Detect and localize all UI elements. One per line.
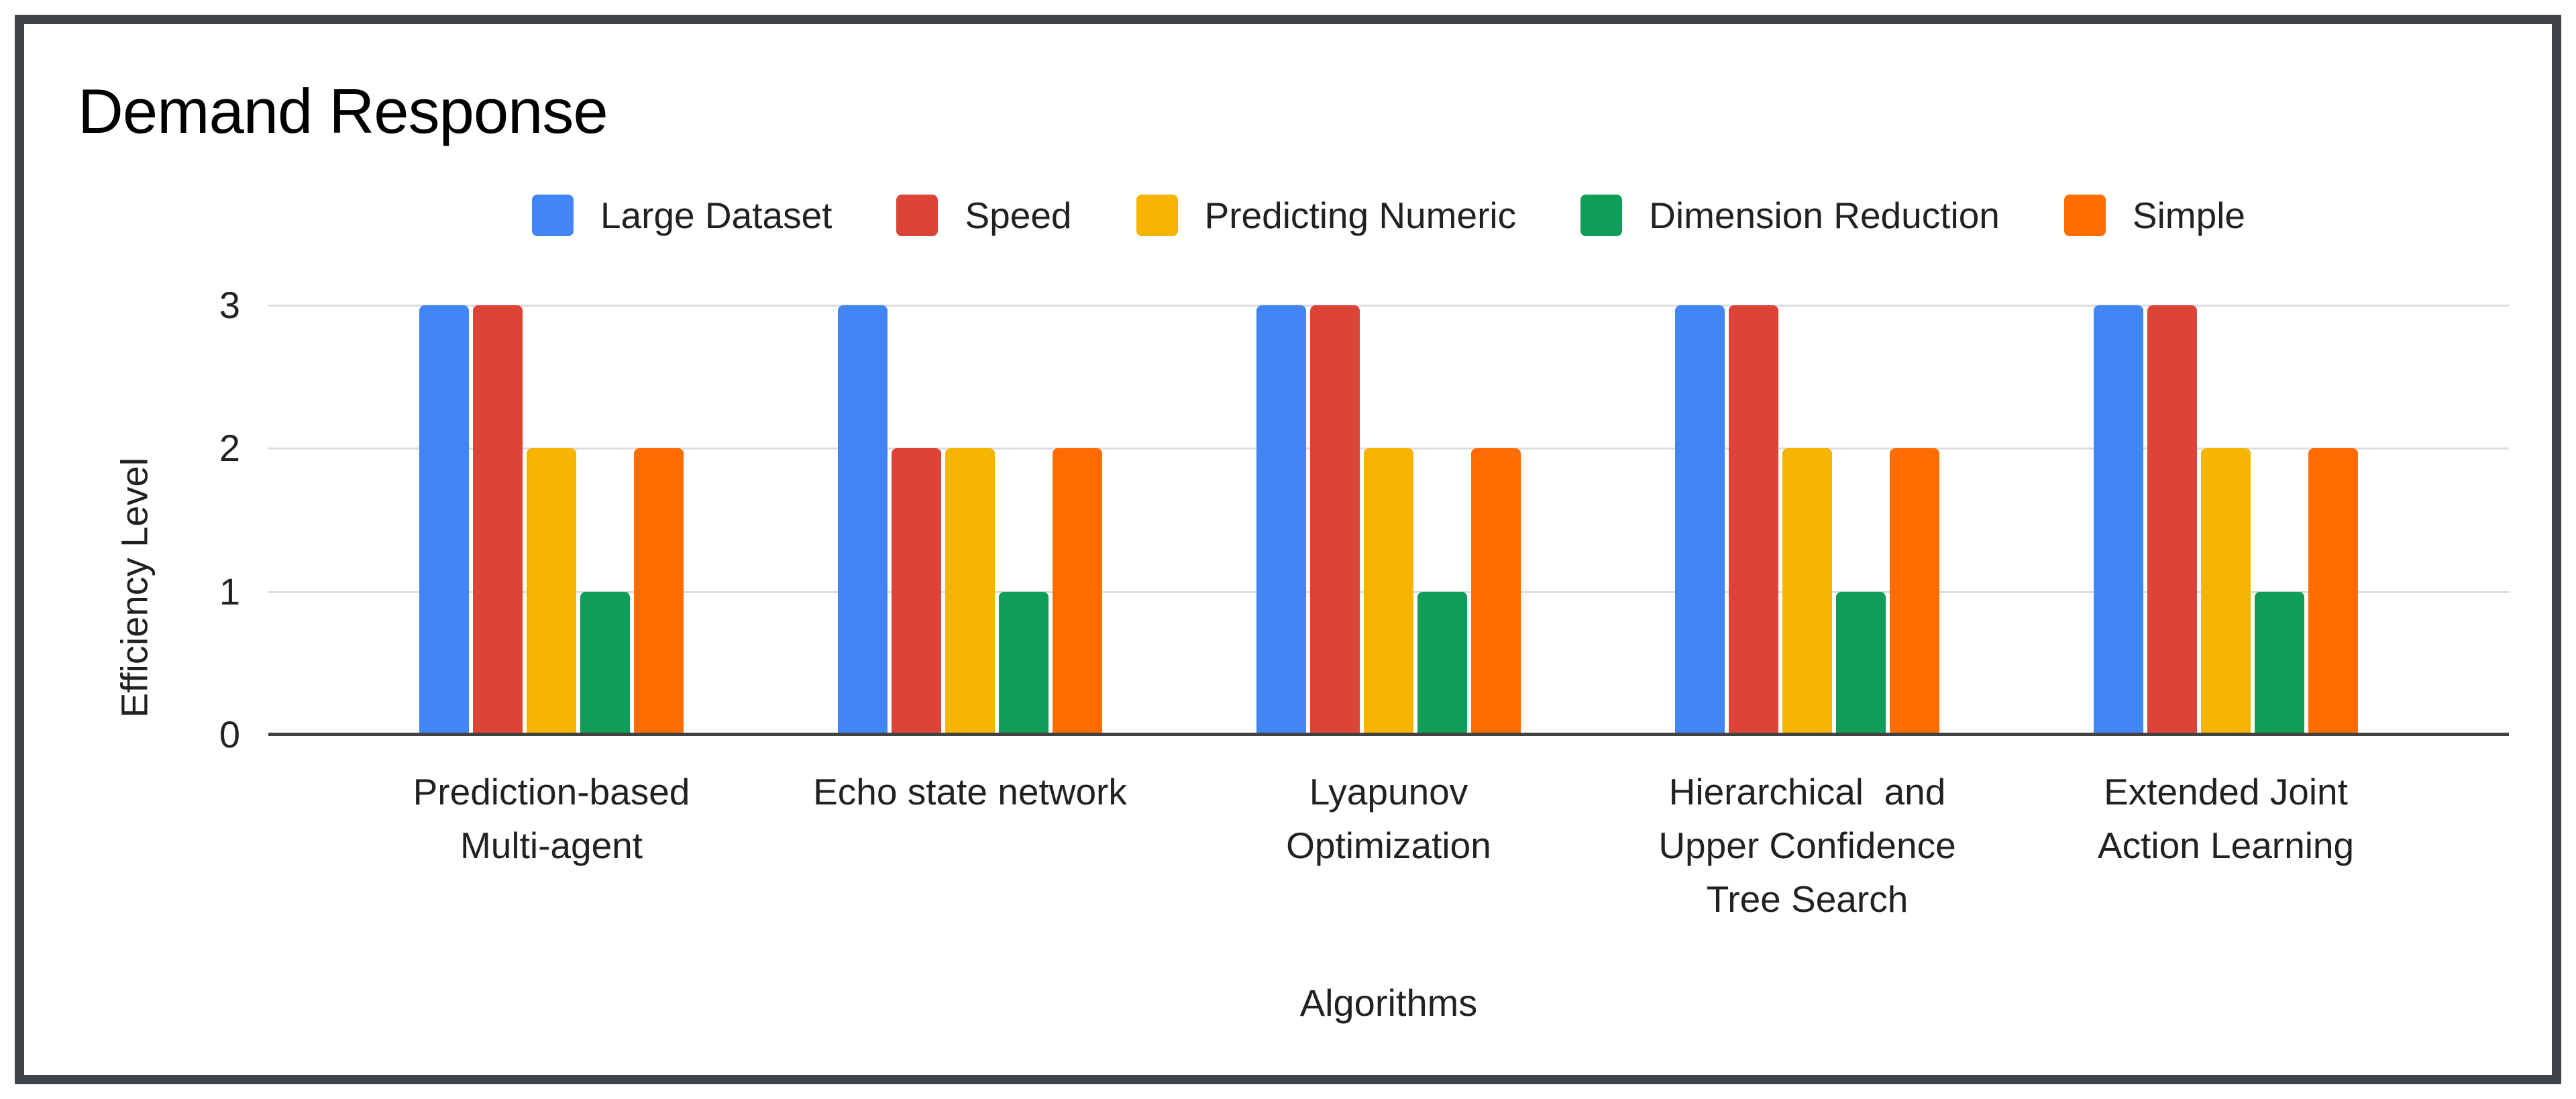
bar-large-dataset[interactable]	[419, 305, 469, 735]
legend-label: Predicting Numeric	[1204, 195, 1517, 236]
legend-color-swatch	[2063, 195, 2106, 236]
bar-predicting-numeric[interactable]	[945, 448, 995, 735]
x-axis-category-labels: Prediction-based Multi-agent Echo state ne…	[342, 765, 2435, 926]
bar-predicting-numeric[interactable]	[2201, 448, 2251, 735]
legend: Large Dataset Speed Predicting Numeric Dime…	[268, 192, 2509, 239]
legend-item-dimension-reduction[interactable]: Dimension Reduction	[1580, 194, 2000, 237]
bar-simple[interactable]	[634, 448, 684, 735]
legend-label: Dimension Reduction	[1649, 195, 2000, 236]
bar-simple[interactable]	[1471, 448, 1521, 735]
gridline-3	[268, 305, 2509, 307]
bar-large-dataset[interactable]	[2094, 305, 2143, 735]
bar-large-dataset[interactable]	[838, 305, 888, 735]
bar-speed[interactable]	[1729, 305, 1778, 735]
y-tick-label-3: 3	[219, 284, 240, 326]
x-axis-title: Algorithms	[1299, 982, 1478, 1024]
legend-label: Speed	[965, 195, 1072, 236]
category-label-5: Extended Joint Action Learning	[2097, 771, 2355, 866]
legend-label: Simple	[2132, 195, 2246, 236]
bar-predicting-numeric[interactable]	[1364, 448, 1413, 735]
bar-speed[interactable]	[1310, 305, 1360, 735]
bar-simple[interactable]	[1053, 448, 1102, 735]
legend-color-swatch	[896, 195, 938, 236]
bar-simple[interactable]	[1890, 448, 1939, 735]
legend-label: Large Dataset	[600, 195, 833, 236]
bar-band	[342, 305, 2435, 735]
legend-item-predicting-numeric[interactable]: Predicting Numeric	[1136, 194, 1517, 237]
category-label-3: Lyapunov Optimization	[1286, 771, 1491, 866]
legend-item-speed[interactable]: Speed	[896, 194, 1072, 237]
bar-group-5	[2017, 305, 2435, 735]
bar-dimension-reduction[interactable]	[999, 591, 1049, 735]
bar-speed[interactable]	[892, 448, 941, 735]
bar-dimension-reduction[interactable]	[1417, 591, 1467, 735]
bar-predicting-numeric[interactable]	[1782, 448, 1832, 735]
legend-item-large-dataset[interactable]: Large Dataset	[531, 194, 833, 237]
bar-dimension-reduction[interactable]	[580, 591, 630, 735]
legend-color-swatch	[531, 195, 574, 236]
bar-group-2	[761, 305, 1179, 735]
legend-color-swatch	[1136, 195, 1178, 236]
y-tick-label-1: 1	[219, 570, 240, 613]
y-tick-label-0: 0	[219, 713, 240, 755]
plot-area	[268, 305, 2509, 736]
bar-simple[interactable]	[2308, 448, 2358, 735]
bar-group-4	[1598, 305, 2017, 735]
legend-color-swatch	[1580, 195, 1623, 236]
category-label-2: Echo state network	[813, 771, 1127, 813]
bar-dimension-reduction[interactable]	[2255, 591, 2304, 735]
bar-group-1	[342, 305, 761, 735]
bar-speed[interactable]	[473, 305, 523, 735]
legend-item-simple[interactable]: Simple	[2063, 194, 2246, 237]
y-tick-label-2: 2	[219, 427, 240, 470]
category-label-1: Prediction-based Multi-agent	[413, 771, 690, 866]
chart-title: Demand Response	[78, 76, 608, 146]
category-label-4: Hierarchical and Upper Confidence Tree Sea…	[1658, 771, 1956, 920]
bar-speed[interactable]	[2147, 305, 2197, 735]
bar-predicting-numeric[interactable]	[527, 448, 576, 735]
x-axis-line	[268, 733, 2509, 736]
bar-group-3	[1179, 305, 1598, 735]
bar-large-dataset[interactable]	[1256, 305, 1306, 735]
bar-large-dataset[interactable]	[1675, 305, 1725, 735]
bar-dimension-reduction[interactable]	[1836, 591, 1886, 735]
